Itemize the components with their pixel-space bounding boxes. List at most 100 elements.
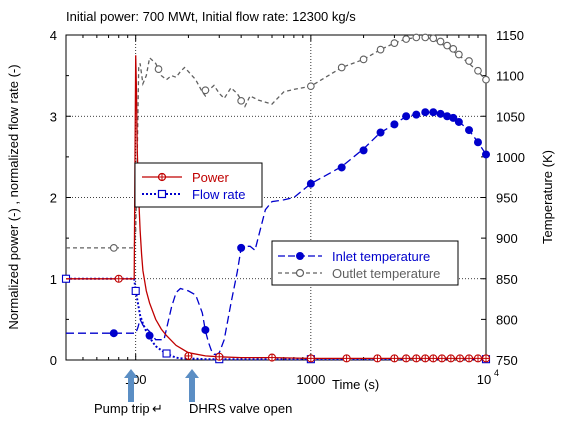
axis-ticks: 100 1000 10 4012347508008509009501000105011…	[50, 28, 525, 387]
data-point	[373, 354, 382, 363]
data-point	[421, 108, 430, 117]
annotation-pump-trip-label: Pump trip	[94, 401, 150, 416]
data-point	[437, 354, 446, 363]
y-left-tick-label: 0	[50, 353, 57, 368]
data-point	[464, 354, 474, 363]
data-point	[267, 353, 277, 362]
data-point	[473, 354, 483, 363]
y-left-tick-label: 2	[50, 191, 57, 206]
data-point	[390, 120, 399, 129]
data-point	[237, 243, 246, 252]
data-point	[402, 112, 411, 121]
data-point	[306, 354, 315, 363]
data-point	[421, 354, 430, 363]
data-point	[465, 57, 473, 65]
y-right-tick-label: 1000	[496, 150, 525, 165]
x-axis-label: Time (s)	[332, 377, 379, 392]
data-point	[482, 75, 490, 84]
legend-power-label: Power	[192, 170, 230, 185]
data-point	[454, 117, 463, 126]
series-line-inlet-temperature	[66, 111, 487, 355]
data-point	[109, 244, 118, 252]
data-point	[376, 45, 385, 54]
up-arrow-icon	[124, 369, 138, 402]
data-point	[474, 66, 482, 75]
legend-temperatures: Inlet temperature Outlet temperature	[271, 240, 459, 286]
legend-outlet-label: Outlet temperature	[332, 266, 440, 281]
data-point	[376, 128, 385, 137]
data-point	[359, 146, 368, 155]
data-point	[215, 352, 224, 361]
y-left-tick-label: 4	[50, 28, 57, 43]
data-point	[201, 86, 210, 95]
data-point	[237, 96, 246, 105]
y-right-tick-label: 1100	[496, 69, 524, 84]
y-right-tick-label: 1050	[496, 109, 525, 124]
data-point	[390, 39, 399, 47]
data-point	[306, 82, 315, 91]
legend-inlet-marker	[296, 252, 304, 260]
y-right-tick-label: 750	[496, 353, 518, 368]
y-right-tick-label: 850	[496, 272, 518, 287]
legend-flow-label: Flow rate	[192, 187, 245, 202]
y-axis-right-label: Temperature (K)	[540, 150, 555, 244]
y-right-tick-label: 950	[496, 191, 518, 206]
x-tick-exponent: 4	[494, 368, 499, 378]
data-point	[412, 110, 421, 119]
data-point	[481, 354, 491, 363]
y-axis-left-label: Normalized power (-) , normalized flow r…	[6, 64, 21, 329]
annotation-pump-trip: Pump trip ↵	[94, 369, 163, 416]
data-point	[473, 138, 482, 147]
data-point	[455, 354, 464, 363]
y-right-tick-label: 900	[496, 231, 518, 246]
up-arrow-icon	[185, 369, 199, 402]
data-point	[201, 325, 210, 334]
data-point	[162, 349, 171, 358]
data-point	[436, 37, 445, 46]
series-line-power	[66, 55, 486, 360]
legend-inlet-label: Inlet temperature	[332, 249, 430, 264]
data-point	[184, 351, 193, 360]
legend-box	[271, 240, 459, 286]
data-point	[359, 55, 368, 64]
data-point	[443, 41, 451, 50]
y-right-tick-label: 1150	[496, 28, 524, 43]
data-point	[342, 354, 351, 363]
data-point	[449, 113, 458, 122]
data-point	[412, 33, 421, 42]
data-point	[109, 329, 118, 338]
data-point	[337, 163, 346, 172]
data-point	[429, 108, 438, 117]
data-point	[114, 274, 123, 283]
data-point	[131, 286, 140, 295]
x-tick-label: 1000	[296, 372, 325, 387]
data-point	[337, 63, 346, 72]
data-point	[449, 44, 458, 53]
data-point	[306, 179, 315, 188]
data-point	[465, 126, 474, 135]
legend-power-flow: Power Flow rate	[134, 162, 263, 208]
grid	[66, 35, 486, 360]
legend-flow-marker	[157, 189, 167, 199]
data-point	[429, 354, 438, 363]
data-point	[390, 354, 399, 363]
return-symbol-icon: ↵	[152, 401, 163, 416]
series-line-outlet-temperature	[66, 36, 487, 249]
annotation-dhrs-valve: DHRS valve open	[185, 369, 292, 416]
x-tick-label: 10	[477, 372, 491, 387]
legend-power-marker	[157, 172, 167, 182]
data-point	[154, 65, 163, 73]
data-point	[446, 354, 455, 363]
data-point	[436, 109, 445, 118]
data-point	[402, 35, 410, 43]
y-left-tick-label: 1	[50, 272, 57, 287]
data-point	[455, 50, 463, 59]
data-point	[412, 354, 421, 363]
y-right-tick-label: 800	[496, 312, 518, 327]
y-left-tick-label: 3	[50, 109, 57, 124]
data-point	[482, 150, 490, 159]
data-point	[429, 34, 438, 43]
data-point	[402, 354, 411, 363]
series-line-flow-rate	[66, 277, 486, 361]
